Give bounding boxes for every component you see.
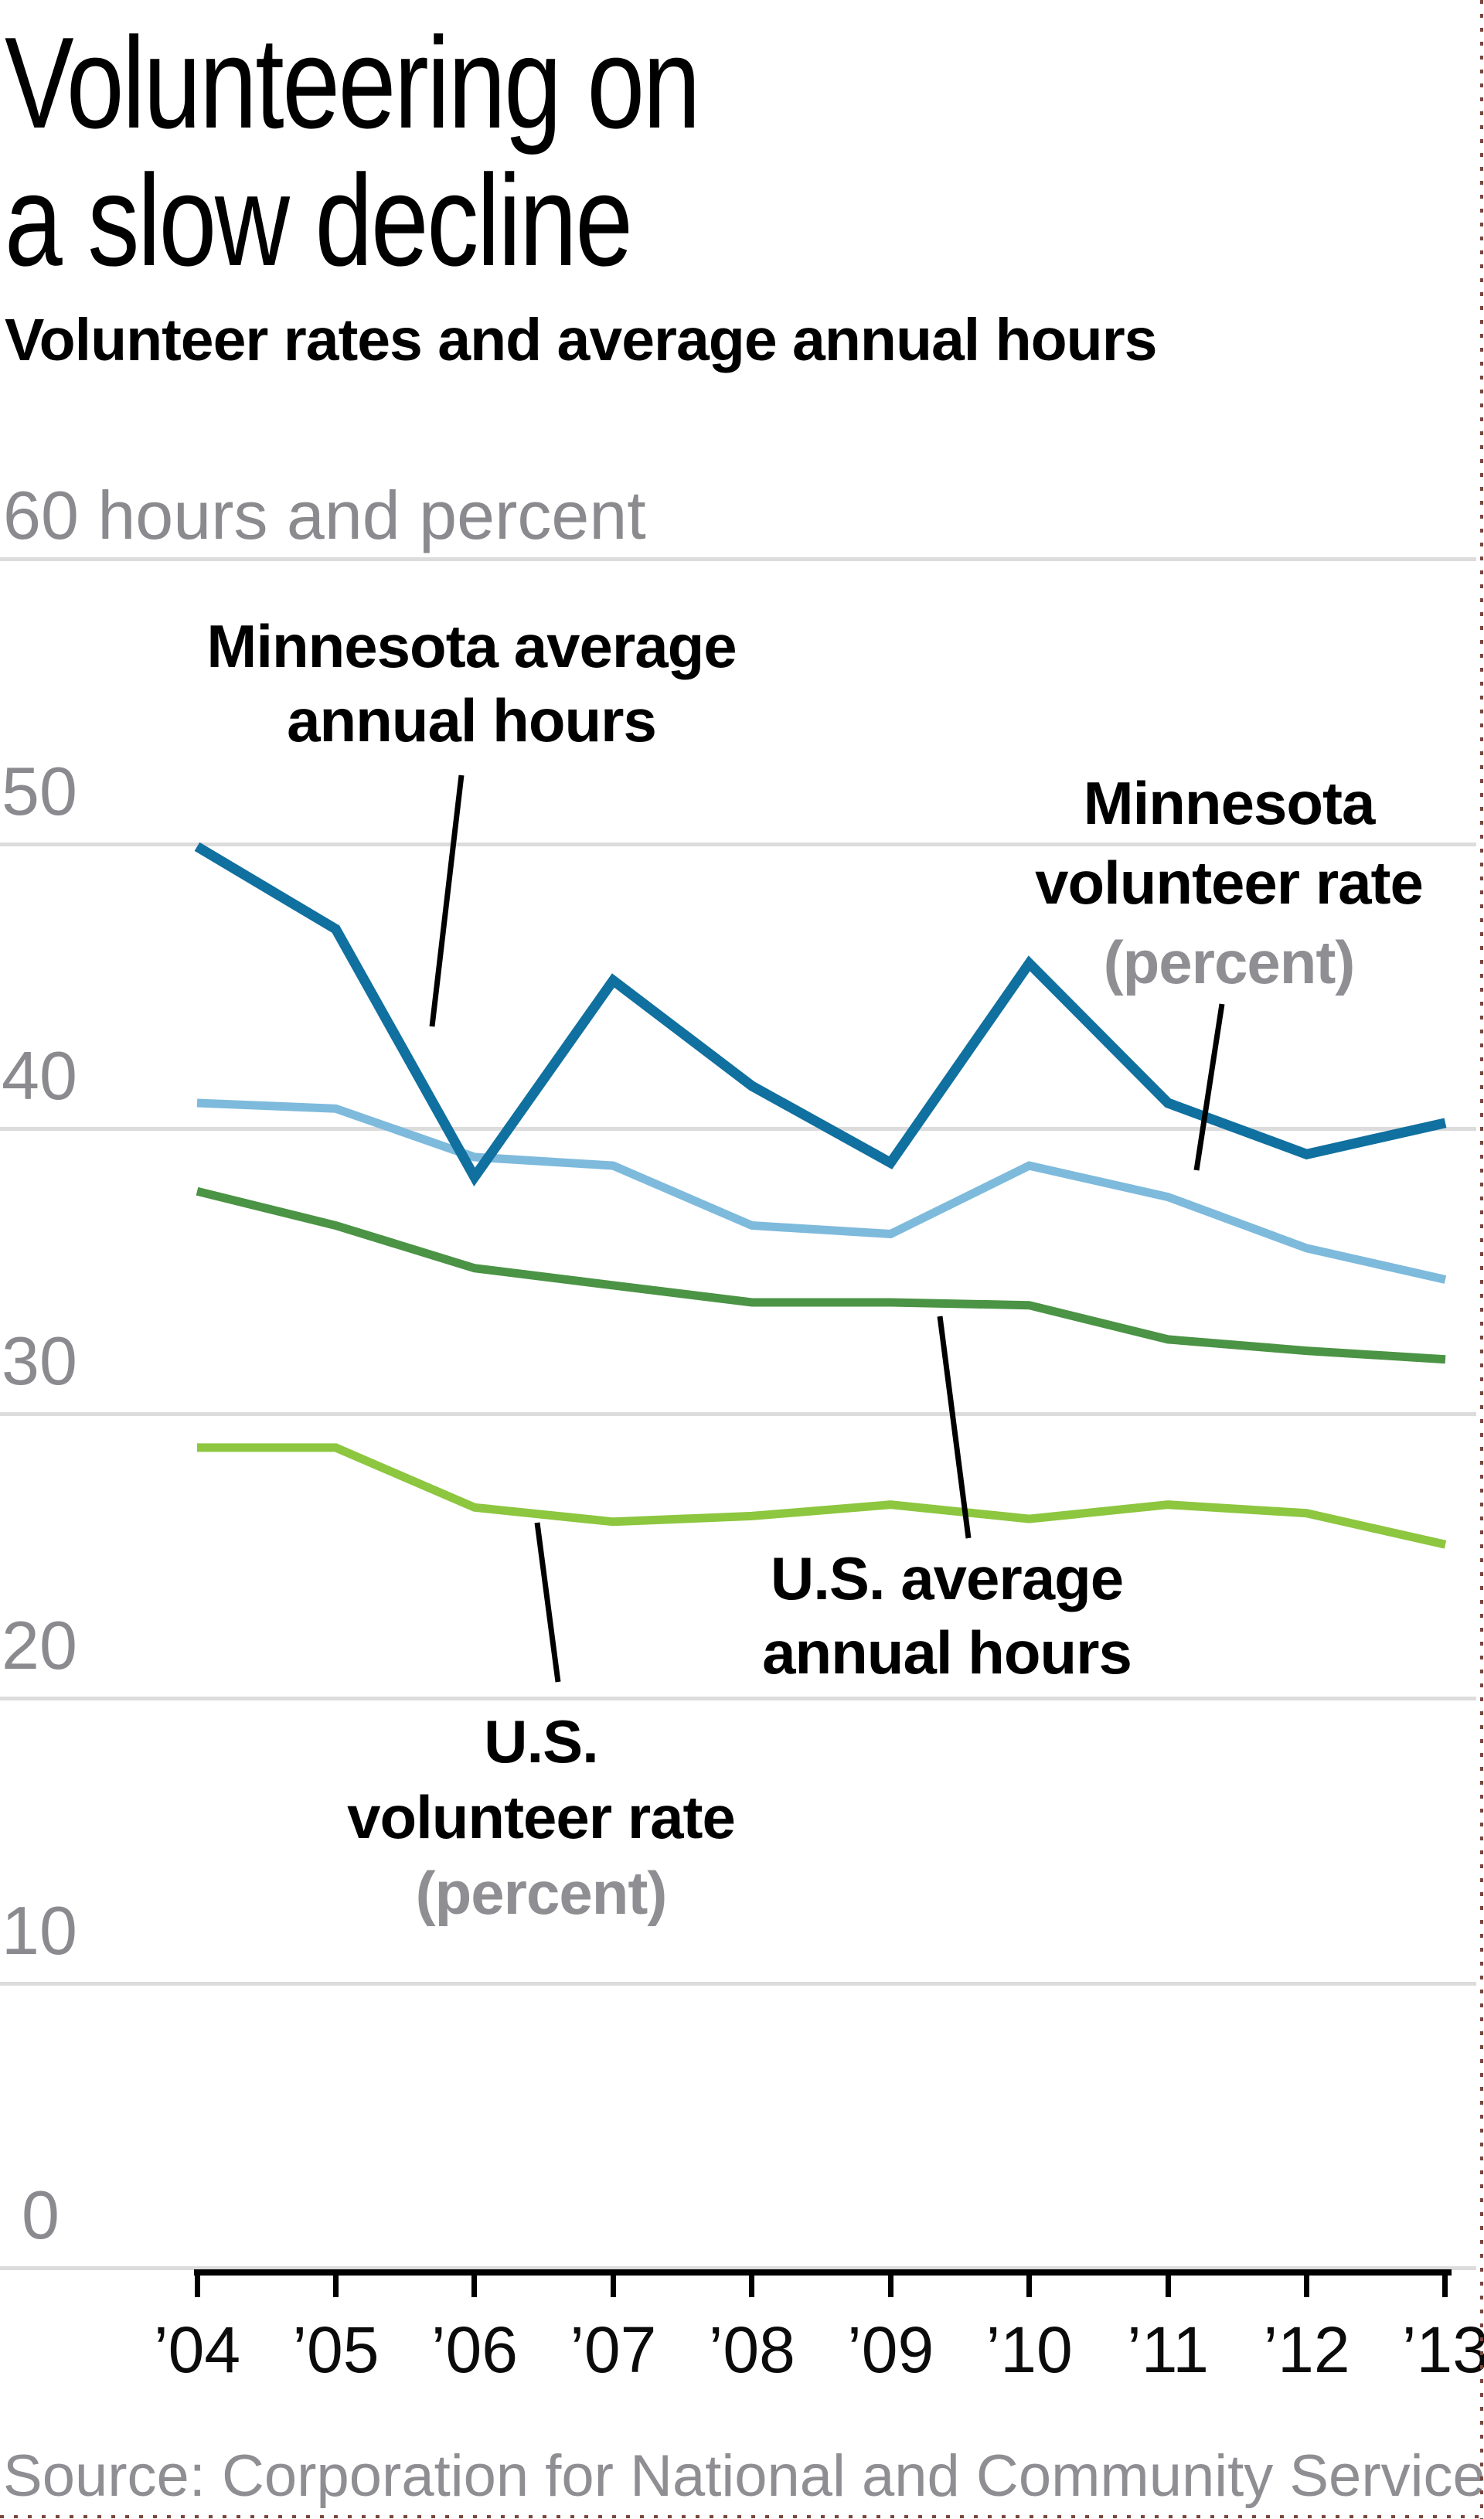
annotation-us-hours-line1: U.S. average: [770, 1544, 1124, 1612]
x-tick-label-2010: ’10: [985, 2313, 1073, 2386]
x-axis-line: [194, 2269, 1452, 2276]
right-edge-dash-marks: [1480, 0, 1483, 2519]
x-tick-label-2004: ’04: [153, 2313, 241, 2386]
annotation-us-rate: U.S. volunteer rate (percent): [271, 1704, 812, 1931]
series-line-us-rate: [197, 1443, 1447, 1549]
series-line-mn-rate: [196, 1098, 1447, 1284]
y-tick-label-50: 50: [2, 752, 77, 829]
annotation-us-hours-line2: annual hours: [762, 1619, 1132, 1687]
title-line-2: a slow decline: [5, 148, 633, 293]
annotation-mn-rate-line1: Minnesota: [1083, 769, 1376, 837]
title-line-1: Volunteering on: [5, 10, 701, 155]
y-tick-label-0: 0: [22, 2177, 60, 2254]
y-tick-label-20: 20: [2, 1607, 77, 1684]
pointer-line-mn-rate: [1193, 1003, 1225, 1171]
source-credit: Source: Corporation for National and Com…: [3, 2443, 1484, 2509]
x-tick-label-2008: ’08: [708, 2313, 795, 2386]
series-line-us-hours: [196, 1186, 1446, 1364]
annotation-mn-hours: Minnesota average annual hours: [116, 609, 827, 757]
annotation-mn-rate-line3: (percent): [1103, 928, 1356, 996]
chart-subtitle: Volunteer rates and average annual hours: [5, 307, 1157, 373]
x-tick-2010: [1026, 2276, 1033, 2297]
annotation-mn-hours-line2: annual hours: [287, 686, 657, 754]
x-tick-2011: [1165, 2276, 1171, 2297]
x-tick-label-2007: ’07: [570, 2313, 657, 2386]
x-tick-label-2005: ’05: [292, 2313, 380, 2386]
page-title: Volunteering on a slow decline: [5, 10, 701, 293]
y-tick-label-40: 40: [2, 1037, 77, 1115]
x-tick-2008: [749, 2276, 755, 2297]
x-tick-label-2012: ’12: [1263, 2313, 1350, 2386]
annotation-us-rate-line2: volunteer rate: [347, 1783, 736, 1851]
series-line-mn-hours: [194, 842, 1447, 1186]
y-axis-units-label: 60 hours and percent: [3, 477, 646, 553]
x-tick-label-2009: ’09: [847, 2313, 934, 2386]
x-tick-label-2013: ’13: [1401, 2313, 1484, 2386]
annotation-mn-rate: Minnesota volunteer rate (percent): [958, 764, 1484, 1002]
y-tick-label-10: 10: [2, 1891, 77, 1969]
annotation-us-rate-line3: (percent): [415, 1859, 668, 1927]
gridline-30: [0, 1411, 1476, 1416]
bottom-edge-dash-marks: [0, 2515, 1484, 2518]
gridline-10: [0, 1981, 1476, 1986]
annotation-us-rate-line1: U.S.: [484, 1707, 599, 1775]
gridline-50: [0, 842, 1476, 846]
pointer-line-mn-hours: [429, 774, 465, 1027]
x-tick-2012: [1304, 2276, 1310, 2297]
annotation-mn-rate-line2: volunteer rate: [1035, 849, 1424, 917]
y-tick-label-30: 30: [2, 1322, 77, 1399]
x-tick-label-2006: ’06: [431, 2313, 518, 2386]
pointer-line-us-hours: [937, 1316, 972, 1539]
gridline-40: [0, 1127, 1476, 1132]
annotation-us-hours: U.S. average annual hours: [676, 1541, 1217, 1690]
x-tick-2013: [1442, 2276, 1448, 2297]
x-tick-2006: [471, 2276, 478, 2297]
pointer-line-us-rate: [534, 1522, 561, 1683]
x-tick-label-2011: ’11: [1127, 2313, 1210, 2386]
gridline-0: [0, 2266, 1476, 2271]
annotation-mn-hours-line1: Minnesota average: [206, 612, 737, 680]
x-tick-2005: [332, 2276, 339, 2297]
gridline-60: [0, 557, 1476, 561]
x-tick-2007: [610, 2276, 616, 2297]
x-tick-2004: [194, 2276, 200, 2297]
gridline-20: [0, 1697, 1476, 1701]
x-tick-2009: [887, 2276, 893, 2297]
